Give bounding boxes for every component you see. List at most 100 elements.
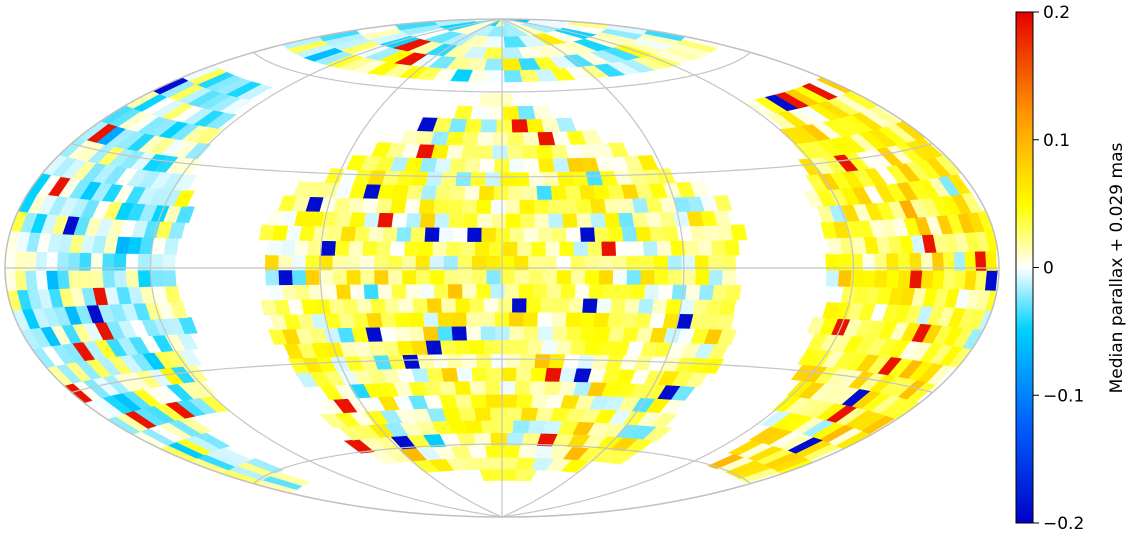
heatmap-pixel: [454, 339, 472, 355]
heatmap-pixel: [464, 158, 482, 173]
heatmap-pixel: [695, 269, 710, 286]
heatmap-pixel: [579, 312, 596, 328]
heatmap-pixel: [517, 241, 533, 256]
heatmap-pixel: [480, 419, 499, 434]
heatmap-pixel: [537, 227, 554, 242]
heatmap-pixel: [441, 367, 459, 382]
heatmap-pixel: [573, 241, 589, 256]
heatmap-pixel: [533, 199, 550, 214]
heatmap-pixel: [512, 297, 528, 313]
heatmap-pixel: [419, 212, 437, 228]
heatmap-pixel: [490, 406, 507, 421]
heatmap-pixel: [562, 212, 579, 228]
meridian-line: [501, 18, 685, 518]
heatmap-pixel: [425, 339, 443, 355]
heatmap-pixel: [637, 298, 655, 314]
heatmap-pixel: [505, 199, 521, 214]
heatmap-pixel: [440, 339, 457, 355]
heatmap-pixel: [612, 269, 628, 285]
heatmap-pixel: [433, 283, 449, 299]
heatmap-pixel: [519, 213, 536, 228]
heatmap-pixel: [291, 269, 307, 286]
heatmap-pixel: [551, 325, 569, 341]
heatmap-pixel: [490, 199, 507, 214]
heatmap-pixels: [5, 19, 999, 495]
heatmap-pixel: [550, 185, 568, 200]
heatmap-pixel: [434, 157, 453, 173]
heatmap-pixel: [643, 426, 673, 442]
heatmap-pixel: [490, 353, 507, 368]
heatmap-pixel: [477, 213, 493, 228]
heatmap-pixel: [515, 367, 533, 382]
heatmap-pixel: [416, 353, 435, 369]
heatmap-pixel: [495, 93, 513, 107]
heatmap-pixel: [354, 226, 371, 242]
colorbar-tick-label: 0.2: [1043, 3, 1070, 23]
heatmap-pixel: [366, 312, 384, 328]
heatmap-pixel: [484, 339, 500, 355]
heatmap-pixel: [501, 393, 518, 408]
heatmap-pixel: [451, 311, 468, 327]
heatmap-pixel: [390, 241, 406, 256]
heatmap-pixel: [495, 227, 511, 242]
heatmap-pixel: [519, 199, 535, 214]
heatmap-pixel: [430, 269, 445, 285]
heatmap-pixel: [565, 326, 583, 341]
heatmap-pixel: [470, 105, 489, 120]
heatmap-pixel: [348, 240, 365, 256]
heatmap-pixel: [561, 198, 579, 214]
heatmap-pixel: [587, 240, 603, 256]
heatmap-pixel: [293, 240, 310, 256]
heatmap-pixel: [480, 325, 496, 341]
heatmap-pixel: [322, 284, 338, 300]
heatmap-pixel: [377, 212, 395, 228]
heatmap-pixel: [547, 198, 564, 214]
heatmap-pixel: [390, 198, 408, 214]
heatmap-pixel: [480, 311, 496, 327]
colorbar-label: Median parallax + 0.029 mas: [1107, 142, 1127, 393]
heatmap-pixel: [473, 432, 493, 446]
heatmap-pixel: [452, 227, 469, 242]
heatmap-pixel: [505, 353, 522, 368]
heatmap-pixel: [626, 269, 642, 285]
heatmap-pixel: [164, 285, 181, 303]
heatmap-pixel: [449, 157, 467, 173]
heatmap-pixel: [554, 297, 570, 313]
heatmap-pixel: [717, 329, 738, 345]
heatmap-pixel: [621, 312, 639, 328]
heatmap-pixel: [376, 240, 392, 256]
heatmap-pixel: [582, 297, 599, 313]
heatmap-pixel: [564, 184, 582, 200]
heatmap-pixel: [368, 226, 385, 242]
heatmap-pixel: [162, 269, 177, 287]
heatmap-pixel: [676, 225, 694, 242]
heatmap-pixel: [410, 340, 429, 355]
heatmap-pixel: [509, 227, 525, 242]
heatmap-pixel: [724, 239, 740, 256]
heatmap-pixel: [496, 118, 513, 133]
heatmap-pixel: [523, 325, 540, 341]
heatmap-pixel: [278, 269, 294, 286]
heatmap-pixel: [528, 171, 545, 187]
heatmap-pixel: [710, 239, 727, 256]
heatmap-pixel: [514, 468, 538, 482]
heatmap-pixel: [456, 367, 474, 382]
heatmap-pixel: [508, 311, 525, 327]
heatmap-pixel: [447, 199, 464, 214]
heatmap-pixel: [961, 192, 983, 214]
heatmap-pixel: [529, 380, 547, 395]
heatmap-pixel: [426, 367, 445, 383]
heatmap-pixel: [537, 325, 554, 341]
heatmap-pixel: [656, 240, 673, 256]
heatmap-pixel: [557, 171, 575, 186]
heatmap-pixel: [506, 432, 525, 446]
heatmap-pixel: [942, 270, 957, 290]
heatmap-pixel: [934, 154, 962, 176]
heatmap-pixel: [342, 298, 359, 314]
heatmap-pixel: [486, 106, 504, 120]
heatmap-pixel: [467, 227, 483, 242]
heatmap-pixel: [545, 241, 561, 256]
heatmap-pixel: [580, 326, 597, 342]
heatmap-pixel: [502, 106, 520, 120]
heatmap-pixel: [349, 283, 366, 300]
